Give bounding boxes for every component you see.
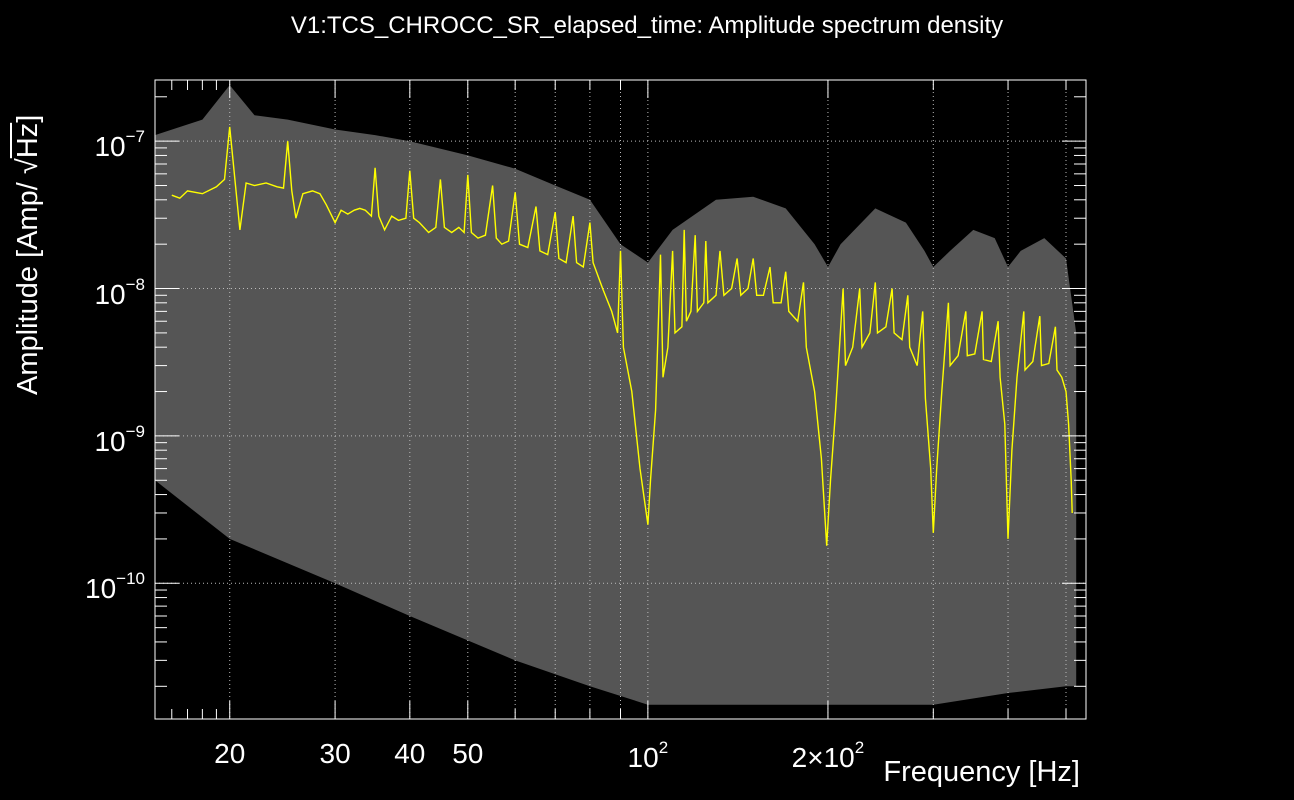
x-tick-label: 102 <box>627 738 669 773</box>
y-axis-label: Amplitude [Amp/ √Hz] <box>12 114 44 395</box>
y-tick-label: 10−10 <box>85 569 145 605</box>
chart-title: V1:TCS_CHROCC_SR_elapsed_time: Amplitude… <box>290 12 1004 39</box>
series-line-current <box>171 126 1073 546</box>
x-tick-label: 50 <box>452 738 484 769</box>
x-tick-label: 20 <box>214 738 246 769</box>
y-tick-label: 10−8 <box>94 274 145 310</box>
x-tick-label: 40 <box>394 738 426 769</box>
series-band-reference <box>155 85 1077 705</box>
y-tick-label: 10−9 <box>94 421 145 457</box>
x-tick-label: 2×102 <box>791 738 865 773</box>
y-tick-label: 10−7 <box>94 127 145 163</box>
x-axis-label: Frequency [Hz] <box>883 756 1080 788</box>
x-tick-label: 30 <box>319 738 351 769</box>
